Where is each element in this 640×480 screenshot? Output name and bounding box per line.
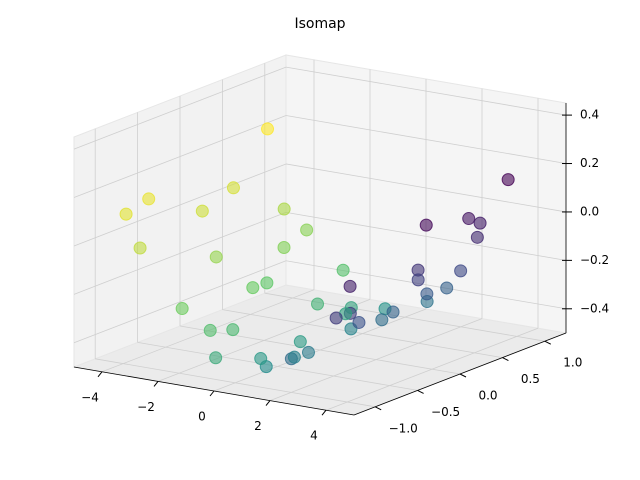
z-tick-label: −0.4 — [580, 301, 609, 315]
z-tick-label: 0.0 — [580, 204, 599, 218]
point — [440, 281, 454, 295]
y-tick — [417, 389, 424, 394]
point — [352, 315, 366, 329]
point — [419, 218, 433, 232]
z-tick-label: −0.2 — [580, 253, 609, 267]
grid-line — [285, 163, 567, 213]
grid-line — [222, 309, 503, 358]
y-tick-label: 0.0 — [478, 389, 497, 403]
x-tick — [153, 381, 159, 387]
grid-line — [285, 260, 567, 310]
point — [420, 287, 434, 301]
point — [411, 273, 425, 287]
y-tick-label: −0.5 — [431, 405, 460, 419]
x-tick — [97, 371, 103, 378]
grid-line — [73, 260, 287, 344]
x-tick — [209, 390, 215, 397]
grid-line — [285, 211, 567, 261]
point — [277, 202, 291, 216]
point — [454, 264, 468, 278]
grid-line — [285, 66, 567, 116]
point — [246, 281, 260, 295]
point — [261, 122, 275, 136]
point — [311, 297, 325, 311]
point — [254, 352, 268, 366]
point — [195, 204, 209, 218]
x-tick-label: −2 — [137, 400, 155, 414]
grid-line — [285, 115, 567, 164]
grid-line — [137, 342, 418, 391]
point — [301, 345, 315, 359]
point — [343, 279, 357, 293]
point — [226, 323, 240, 337]
grid-line — [73, 66, 287, 150]
point — [336, 263, 350, 277]
y-tick — [459, 373, 467, 378]
x-tick-label: −4 — [81, 390, 99, 404]
x-tick — [265, 400, 271, 406]
y-tick-label: 0.5 — [521, 372, 540, 386]
y-tick — [374, 406, 382, 411]
point — [462, 212, 476, 226]
point — [470, 230, 484, 244]
z-tick-label: 0.4 — [580, 108, 599, 122]
y-tick-label: 1.0 — [563, 356, 582, 370]
grid-line — [264, 292, 545, 342]
y-tick-label: −1.0 — [389, 421, 418, 435]
point — [473, 216, 487, 230]
point — [119, 207, 133, 221]
point — [501, 173, 515, 187]
point — [175, 302, 189, 316]
x-tick-label: 4 — [310, 429, 318, 443]
grid-line — [73, 115, 287, 198]
point — [209, 250, 223, 264]
point — [226, 181, 240, 195]
point — [203, 323, 217, 337]
grid-line — [73, 211, 287, 295]
x-tick-label: 2 — [254, 419, 262, 433]
grid-line — [179, 325, 461, 375]
x-tick-label: 0 — [198, 410, 206, 424]
x-tick — [321, 409, 327, 416]
point — [260, 276, 274, 290]
point — [293, 335, 307, 349]
point — [277, 241, 291, 255]
y-tick — [502, 357, 509, 362]
z-tick-label: 0.2 — [580, 156, 599, 170]
point — [133, 241, 147, 255]
grid-line — [73, 163, 287, 247]
point — [386, 305, 400, 319]
point — [287, 350, 301, 364]
point — [329, 311, 343, 325]
grid-line — [95, 358, 376, 408]
point — [142, 192, 156, 206]
point — [209, 351, 223, 365]
y-tick — [544, 340, 552, 345]
point — [375, 313, 389, 327]
point — [300, 223, 314, 237]
chart-title: Isomap — [294, 16, 345, 32]
